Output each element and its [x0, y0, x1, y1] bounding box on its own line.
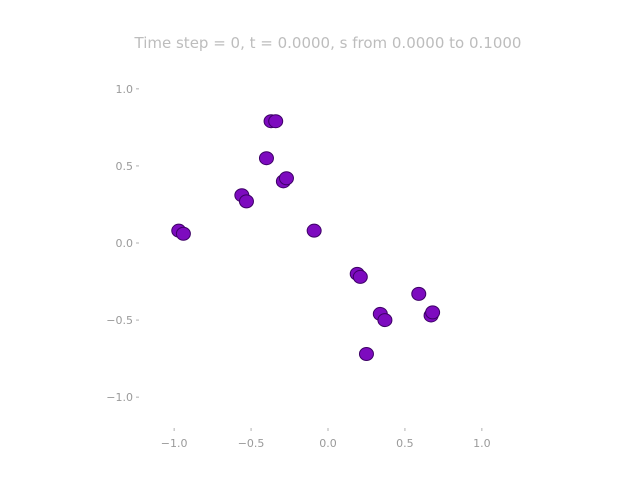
y-tick-label: −1.0 — [106, 391, 133, 404]
data-point — [411, 286, 427, 301]
x-axis: −1.0 −0.5 0.0 0.5 1.0 — [161, 428, 491, 450]
data-point — [358, 347, 374, 361]
y-tick-label: 0.5 — [116, 160, 134, 173]
data-point — [175, 226, 191, 241]
data-point — [352, 269, 368, 284]
data-point — [306, 223, 322, 238]
x-tick-label: −1.0 — [161, 437, 188, 450]
x-tick-label: 0.0 — [319, 437, 337, 450]
chart-title: Time step = 0, t = 0.0000, s from 0.0000… — [134, 34, 522, 52]
y-tick-label: −0.5 — [106, 314, 133, 327]
data-point — [268, 114, 284, 129]
x-tick-label: −0.5 — [238, 437, 265, 450]
x-tick-label: 0.5 — [396, 437, 414, 450]
data-points — [171, 114, 441, 361]
y-tick-label: 1.0 — [116, 83, 134, 96]
x-tick-label: 1.0 — [473, 437, 491, 450]
data-point — [425, 305, 441, 320]
data-point — [278, 171, 294, 186]
y-tick-label: 0.0 — [116, 237, 134, 250]
data-point — [238, 194, 254, 209]
data-point — [377, 313, 393, 328]
data-point — [258, 151, 274, 166]
y-axis: 1.0 0.5 0.0 −0.5 −1.0 — [106, 83, 139, 404]
